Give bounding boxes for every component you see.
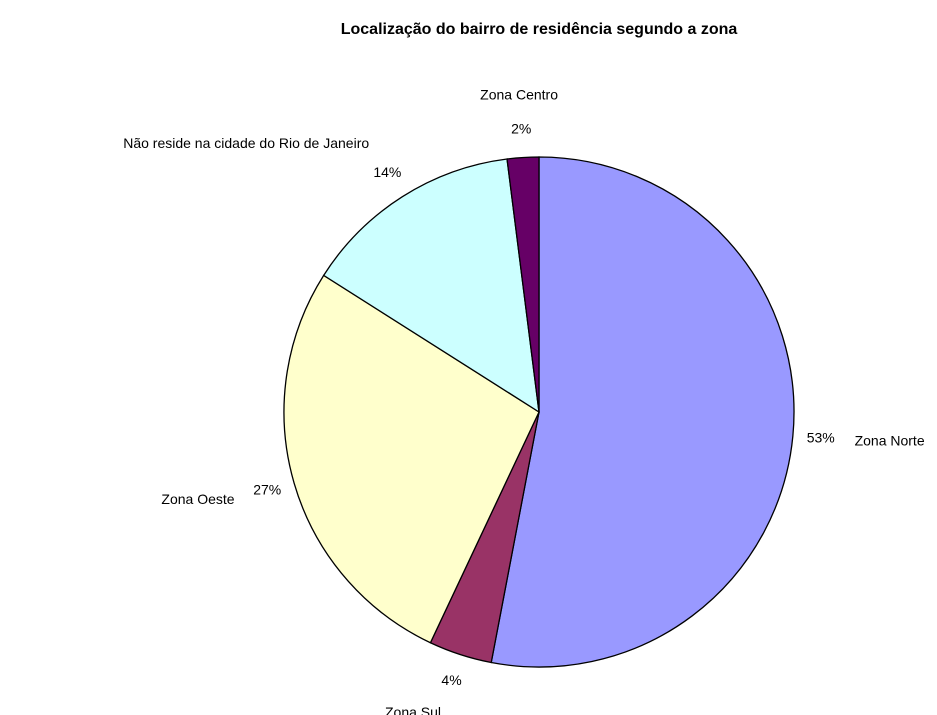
data-label: 14% xyxy=(373,164,401,180)
category-label: Zona Sul xyxy=(385,704,441,715)
chart-title: Localização do bairro de residência segu… xyxy=(341,21,738,38)
category-label: Zona Norte xyxy=(855,433,925,449)
data-label: 53% xyxy=(807,429,835,445)
pie-slice xyxy=(283,274,540,644)
category-label: Zona Centro xyxy=(480,86,558,102)
pie-slice xyxy=(506,156,540,413)
category-label: Zona Oeste xyxy=(161,491,234,507)
data-label: 4% xyxy=(441,672,461,688)
data-label: 27% xyxy=(253,482,281,498)
category-label: Não reside na cidade do Rio de Janeiro xyxy=(123,135,369,151)
pie-slice xyxy=(490,156,795,668)
data-label: 2% xyxy=(511,120,531,136)
pie-slice xyxy=(322,158,540,414)
